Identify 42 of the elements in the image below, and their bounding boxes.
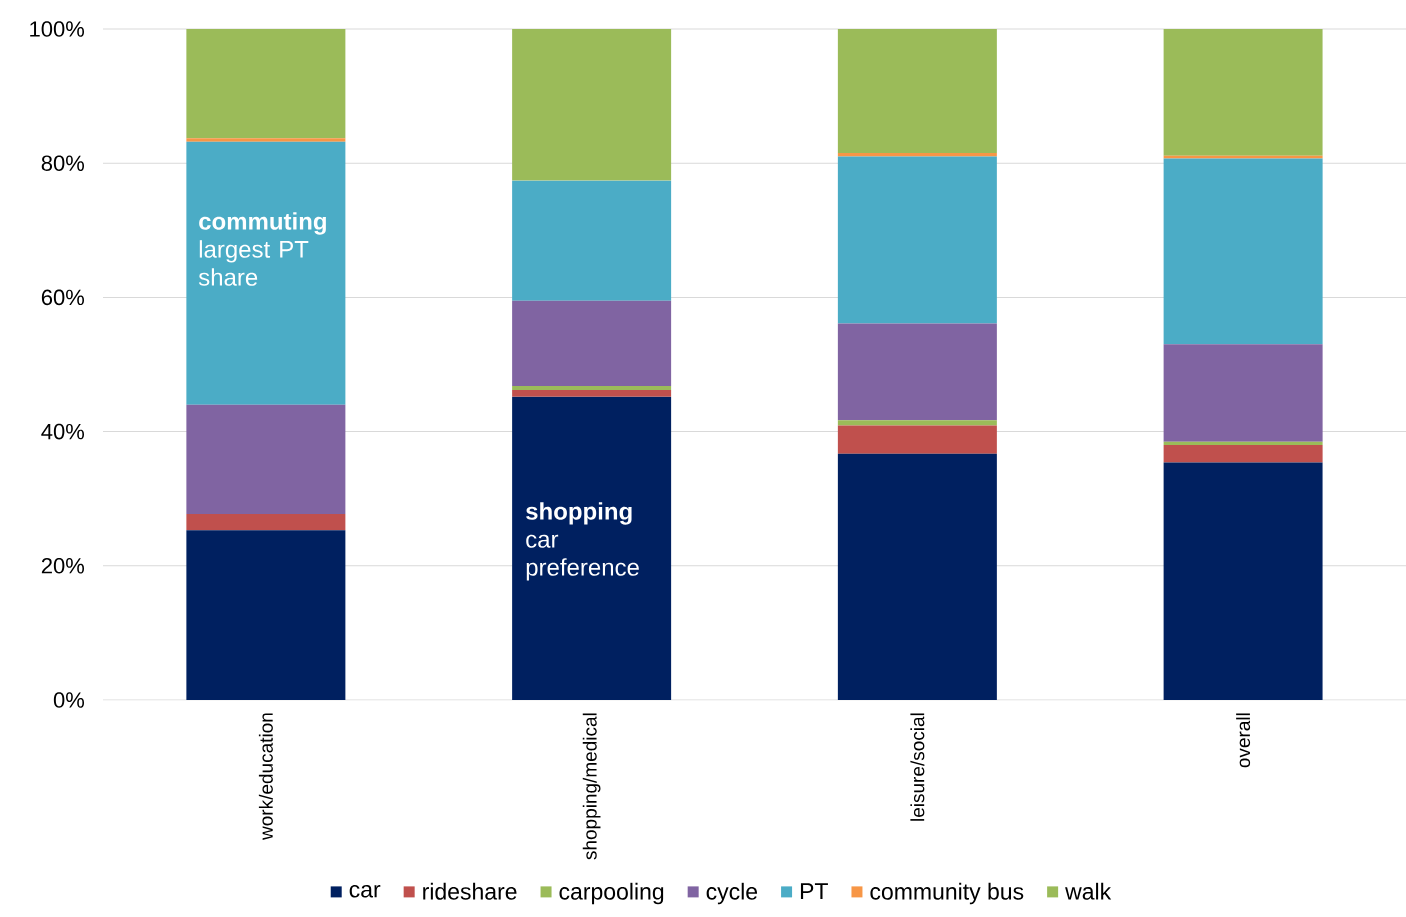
- annotation: shopping car preference: [526, 502, 639, 581]
- x-tick-label: leisure/social: [910, 713, 925, 821]
- bar: [512, 396, 672, 700]
- bar: [1163, 445, 1323, 463]
- bar: [837, 28, 997, 154]
- bar: [186, 404, 346, 515]
- y-tick-label: 80%: [41, 155, 85, 171]
- x-tick-label: overall: [1236, 713, 1251, 768]
- legend-label: walk: [1065, 882, 1112, 900]
- y-tick-label: 60%: [41, 289, 85, 306]
- x-tick-label: shopping/medical: [582, 713, 601, 860]
- bar: [512, 385, 672, 390]
- annotation: commuting largest PT share: [198, 212, 326, 286]
- bar: [1163, 344, 1323, 442]
- bar: [512, 180, 672, 301]
- bar: [837, 420, 997, 426]
- bar: [1163, 462, 1323, 700]
- bar: [512, 28, 672, 181]
- legend-label: PT: [800, 883, 828, 900]
- bar: [837, 425, 997, 454]
- bar: [1163, 158, 1323, 345]
- bar: [186, 141, 346, 405]
- legend-label: community bus: [870, 882, 1024, 905]
- bar: [186, 28, 346, 139]
- bar: [186, 514, 346, 531]
- bar: [186, 138, 346, 142]
- legend-label: car: [349, 884, 381, 898]
- bar: [1163, 28, 1323, 156]
- legend-label: carpooling: [559, 882, 664, 905]
- y-tick-label: 100%: [30, 21, 85, 37]
- legend-label: rideshare: [423, 882, 517, 900]
- bar: [837, 453, 997, 700]
- bar: [186, 530, 346, 700]
- bar: [837, 156, 997, 324]
- y-tick-label: 40%: [41, 423, 85, 440]
- bar: [512, 300, 672, 386]
- bar: [837, 323, 997, 421]
- legend-label: cycle: [706, 882, 758, 905]
- x-tick-label: work/education: [258, 713, 273, 841]
- y-tick-label: 0%: [53, 692, 85, 708]
- y-tick-label: 20%: [41, 557, 85, 574]
- bar: [512, 389, 672, 397]
